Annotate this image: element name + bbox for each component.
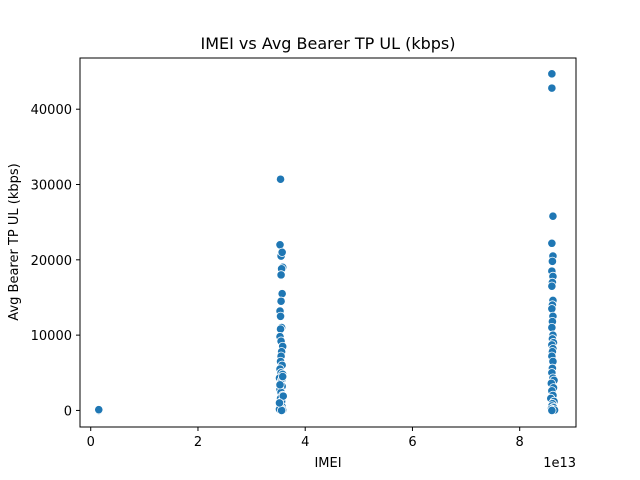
data-point: [275, 174, 286, 184]
chart-title: IMEI vs Avg Bearer TP UL (kbps): [200, 34, 455, 53]
data-point: [547, 238, 557, 248]
data-point: [277, 289, 287, 299]
data-point: [276, 296, 286, 306]
y-axis: 0 10000 20000 30000 40000: [31, 103, 80, 419]
x-tick-label: 8: [516, 435, 524, 450]
data-point: [276, 270, 286, 280]
data-point: [548, 211, 558, 221]
data-point: [547, 281, 557, 291]
data-point: [277, 405, 287, 416]
x-tick-label: 6: [408, 435, 416, 450]
data-point: [547, 69, 557, 79]
data-point: [547, 83, 557, 93]
data-point: [547, 405, 557, 416]
data-point: [547, 256, 558, 266]
data-point: [277, 247, 287, 257]
data-point: [278, 371, 288, 382]
plot-frame: [79, 57, 577, 428]
x-tick-label: 2: [194, 435, 202, 450]
data-point: [275, 324, 286, 334]
data-point: [547, 304, 557, 314]
y-axis-label: Avg Bearer TP UL (kbps): [7, 163, 22, 320]
y-tick-label: 40000: [31, 103, 72, 118]
data-point: [275, 311, 286, 321]
data-point: [547, 322, 557, 333]
data-point: [275, 240, 285, 250]
data-point: [275, 380, 285, 390]
x-tick-label: 4: [301, 435, 309, 450]
y-tick-label: 20000: [31, 254, 72, 269]
data-points: [94, 69, 560, 416]
y-tick-label: 0: [64, 404, 72, 419]
data-point: [94, 405, 104, 415]
y-tick-label: 30000: [31, 179, 72, 194]
data-point: [274, 398, 285, 408]
y-tick-label: 10000: [31, 329, 72, 344]
x-axis-label: IMEI: [314, 456, 341, 471]
x-tick-label: 0: [87, 435, 95, 450]
x-axis-offset-label: 1e13: [543, 456, 576, 471]
x-axis: 0 2 4 6 8: [87, 427, 524, 450]
